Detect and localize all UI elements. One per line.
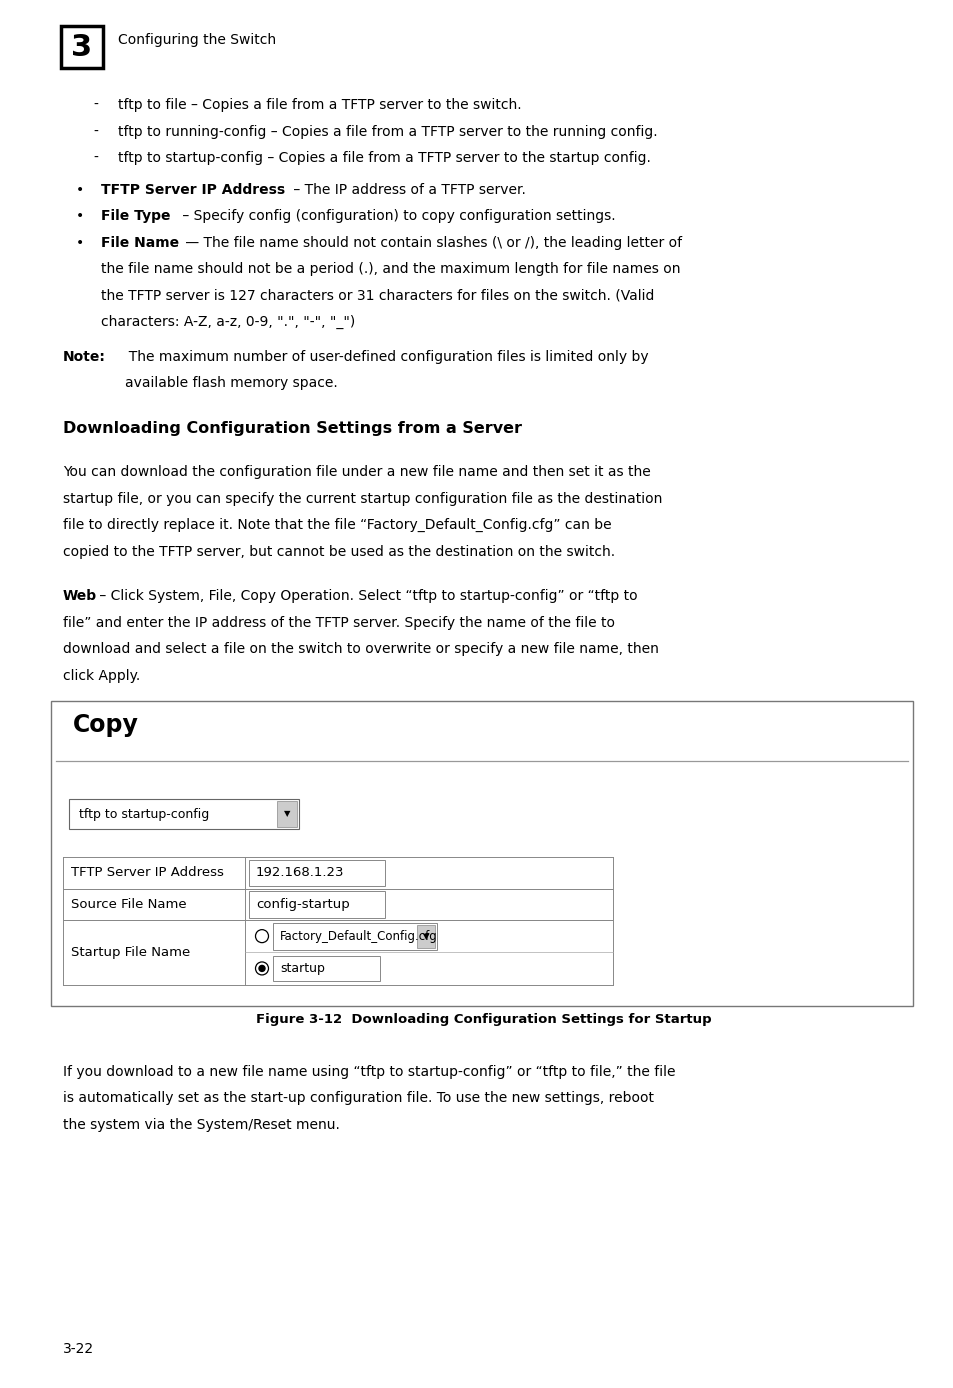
Bar bbox=[69, 799, 298, 829]
Text: 192.168.1.23: 192.168.1.23 bbox=[255, 866, 344, 879]
Text: •: • bbox=[76, 210, 84, 223]
Text: – Click System, File, Copy Operation. Select “tftp to startup-config” or “tftp t: – Click System, File, Copy Operation. Se… bbox=[95, 589, 637, 602]
Text: — The file name should not contain slashes (\ or /), the leading letter of: — The file name should not contain slash… bbox=[181, 236, 681, 250]
Text: tftp to startup-config: tftp to startup-config bbox=[79, 808, 209, 820]
Text: 3-22: 3-22 bbox=[63, 1342, 94, 1356]
Text: click Apply.: click Apply. bbox=[63, 669, 140, 683]
Text: File Name: File Name bbox=[101, 236, 179, 250]
Text: tftp to running-config – Copies a file from a TFTP server to the running config.: tftp to running-config – Copies a file f… bbox=[118, 125, 657, 139]
Bar bbox=[416, 924, 435, 948]
Text: – Specify config (configuration) to copy configuration settings.: – Specify config (configuration) to copy… bbox=[178, 210, 615, 223]
Text: Source File Name: Source File Name bbox=[71, 898, 187, 911]
Text: Copy: Copy bbox=[73, 713, 139, 737]
Bar bbox=[249, 891, 385, 917]
Text: startup: startup bbox=[280, 962, 325, 974]
Text: •: • bbox=[76, 182, 84, 197]
Text: tftp to startup-config – Copies a file from a TFTP server to the startup config.: tftp to startup-config – Copies a file f… bbox=[118, 151, 650, 165]
Bar bbox=[61, 26, 103, 68]
Text: ▼: ▼ bbox=[283, 809, 290, 819]
Bar bbox=[51, 701, 912, 1006]
Bar bbox=[273, 923, 436, 949]
Text: – The IP address of a TFTP server.: – The IP address of a TFTP server. bbox=[289, 182, 525, 197]
Text: -: - bbox=[92, 151, 98, 165]
Text: -: - bbox=[92, 125, 98, 139]
Text: If you download to a new file name using “tftp to startup-config” or “tftp to fi: If you download to a new file name using… bbox=[63, 1065, 675, 1078]
Text: file to directly replace it. Note that the file “Factory_Default_Config.cfg” can: file to directly replace it. Note that t… bbox=[63, 518, 611, 532]
Text: startup file, or you can specify the current startup configuration file as the d: startup file, or you can specify the cur… bbox=[63, 491, 661, 505]
Text: TFTP Server IP Address: TFTP Server IP Address bbox=[101, 182, 285, 197]
Text: You can download the configuration file under a new file name and then set it as: You can download the configuration file … bbox=[63, 465, 650, 479]
Text: characters: A-Z, a-z, 0-9, ".", "-", "_"): characters: A-Z, a-z, 0-9, ".", "-", "_"… bbox=[101, 315, 355, 329]
Text: the TFTP server is 127 characters or 31 characters for files on the switch. (Val: the TFTP server is 127 characters or 31 … bbox=[101, 289, 654, 303]
Text: The maximum number of user-defined configuration files is limited only by: The maximum number of user-defined confi… bbox=[120, 350, 648, 364]
Text: Startup File Name: Startup File Name bbox=[71, 945, 190, 959]
Bar bbox=[276, 801, 296, 827]
Text: the system via the System/Reset menu.: the system via the System/Reset menu. bbox=[63, 1117, 339, 1131]
Text: available flash memory space.: available flash memory space. bbox=[125, 376, 337, 390]
Text: Downloading Configuration Settings from a Server: Downloading Configuration Settings from … bbox=[63, 421, 521, 436]
Text: the file name should not be a period (.), and the maximum length for file names : the file name should not be a period (.)… bbox=[101, 262, 679, 276]
Text: Configuring the Switch: Configuring the Switch bbox=[118, 33, 275, 47]
Text: ▼: ▼ bbox=[422, 931, 429, 941]
Text: download and select a file on the switch to overwrite or specify a new file name: download and select a file on the switch… bbox=[63, 643, 659, 657]
Text: file” and enter the IP address of the TFTP server. Specify the name of the file : file” and enter the IP address of the TF… bbox=[63, 615, 615, 630]
Text: config-startup: config-startup bbox=[255, 898, 350, 911]
Text: TFTP Server IP Address: TFTP Server IP Address bbox=[71, 866, 224, 879]
Text: Figure 3-12  Downloading Configuration Settings for Startup: Figure 3-12 Downloading Configuration Se… bbox=[256, 1013, 711, 1026]
Text: Web: Web bbox=[63, 589, 97, 602]
Text: is automatically set as the start-up configuration file. To use the new settings: is automatically set as the start-up con… bbox=[63, 1091, 654, 1105]
Text: •: • bbox=[76, 236, 84, 250]
Text: 3: 3 bbox=[71, 32, 92, 61]
Text: Note:: Note: bbox=[63, 350, 106, 364]
Bar bbox=[273, 956, 379, 981]
Circle shape bbox=[258, 966, 265, 972]
Text: Factory_Default_Config.cfg: Factory_Default_Config.cfg bbox=[280, 930, 437, 942]
Text: copied to the TFTP server, but cannot be used as the destination on the switch.: copied to the TFTP server, but cannot be… bbox=[63, 544, 615, 558]
Bar bbox=[249, 859, 385, 886]
Text: File Type: File Type bbox=[101, 210, 171, 223]
Text: -: - bbox=[92, 99, 98, 112]
Text: tftp to file – Copies a file from a TFTP server to the switch.: tftp to file – Copies a file from a TFTP… bbox=[118, 99, 521, 112]
